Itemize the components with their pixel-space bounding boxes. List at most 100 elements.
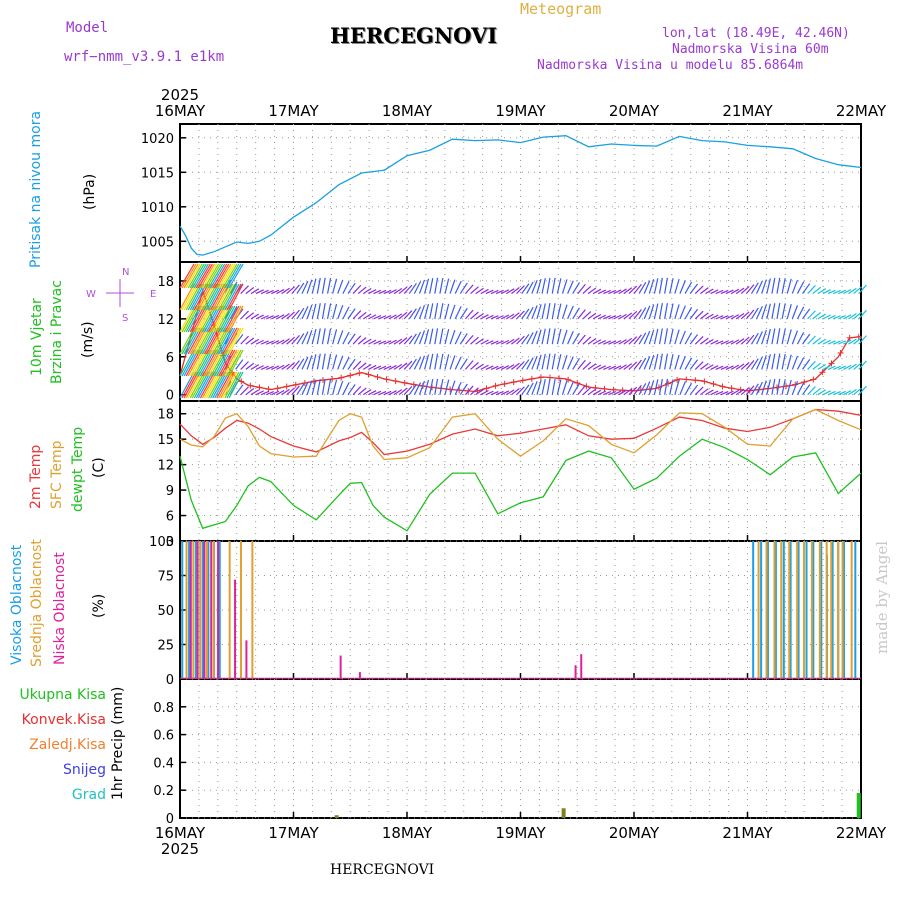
wind-barb xyxy=(812,312,822,320)
wind-barb xyxy=(229,281,238,294)
wind-barb xyxy=(628,336,638,345)
wind-barb-strong xyxy=(203,263,220,289)
wind-barb xyxy=(546,303,551,319)
wind-barb xyxy=(449,329,456,345)
wind-barb xyxy=(495,315,504,320)
wind-barb xyxy=(572,357,580,370)
wind-barb xyxy=(281,287,290,295)
wind-barb xyxy=(465,360,474,370)
wind-barb-strong xyxy=(220,263,236,289)
wind-barb xyxy=(853,387,862,396)
wind-barb xyxy=(577,385,586,396)
wind-barb-strong xyxy=(179,283,195,311)
wind-barb xyxy=(444,379,450,395)
wind-barb xyxy=(357,387,367,396)
wind-barb xyxy=(352,310,362,320)
ytick-label: 15 xyxy=(157,433,174,448)
wind-barb-strong xyxy=(214,263,230,289)
ytick-label: 0.6 xyxy=(153,729,174,744)
wind-barb xyxy=(648,380,655,395)
wind-barb xyxy=(266,289,274,295)
wind-barb xyxy=(511,337,520,345)
wind-barb-strong xyxy=(228,305,244,333)
wind-barb xyxy=(495,289,504,295)
wind-barb xyxy=(301,331,309,345)
ytick-label: 18 xyxy=(157,408,174,423)
wind-barb xyxy=(480,339,489,345)
wind-barb xyxy=(255,390,264,396)
wind-barb xyxy=(587,363,597,370)
wind-barb-strong xyxy=(228,283,244,311)
wind-barb xyxy=(408,333,417,345)
wind-barb xyxy=(316,378,321,395)
wind-barb-strong xyxy=(197,349,213,377)
wind-barb xyxy=(633,334,642,345)
wind-barb xyxy=(321,277,326,294)
wind-barb xyxy=(511,388,520,396)
wind-barb-strong xyxy=(181,305,197,333)
wind-barb xyxy=(822,339,831,345)
wind-barb-strong xyxy=(212,305,228,333)
wind-barb xyxy=(347,308,356,320)
wind-barb xyxy=(291,385,300,396)
wind-barb-strong xyxy=(216,263,232,289)
series-line-2-1 xyxy=(179,408,862,461)
footer-station: HERCEGNOVI xyxy=(330,862,435,878)
wind-barb xyxy=(786,278,792,294)
wind-barb xyxy=(454,306,462,320)
wind-barb xyxy=(781,303,786,319)
wind-barb xyxy=(725,340,734,345)
wind-barb xyxy=(276,389,285,396)
wind-barb xyxy=(403,385,413,396)
wind-barb xyxy=(240,386,249,396)
wind-barb-strong xyxy=(222,305,238,333)
wind-barb xyxy=(240,335,249,345)
wind-barb-strong xyxy=(228,263,244,289)
wind-barb xyxy=(465,309,474,320)
wind-barb xyxy=(383,314,392,320)
wind-barb xyxy=(516,386,525,396)
wind-barb xyxy=(342,331,350,345)
wind-barb-strong xyxy=(191,371,207,399)
wind-barb xyxy=(413,281,422,294)
wind-barb xyxy=(658,378,663,395)
wind-barb xyxy=(301,356,309,370)
wind-barb xyxy=(311,303,317,320)
wind-barb xyxy=(541,303,546,319)
wind-barb xyxy=(541,328,546,345)
wind-barb-strong xyxy=(197,305,213,333)
ytick-label: 75 xyxy=(157,570,174,585)
wind-barb-strong xyxy=(218,283,234,311)
wind-barb-strong xyxy=(222,327,238,355)
wind-barb xyxy=(286,362,296,370)
wind-barb xyxy=(470,362,479,370)
wind-barb-strong xyxy=(212,263,228,289)
wind-barb xyxy=(786,379,792,395)
wind-barb xyxy=(454,381,462,395)
wind-barb xyxy=(781,353,786,370)
wind-barb xyxy=(838,340,847,345)
wind-barb xyxy=(812,362,822,370)
wind-barb xyxy=(373,314,382,320)
wind-barb-strong xyxy=(220,327,236,355)
wind-barb-strong xyxy=(189,371,205,399)
wind-barb xyxy=(853,362,862,370)
wind-barb xyxy=(812,387,822,396)
wind-barb xyxy=(561,355,568,370)
wind-barb xyxy=(633,384,642,396)
wind-barb xyxy=(485,340,494,345)
wind-barb xyxy=(776,353,781,370)
precip-bar xyxy=(856,792,861,818)
wind-barb xyxy=(393,363,403,370)
wind-barb xyxy=(480,314,489,320)
wind-barb xyxy=(321,302,326,319)
wind-barb xyxy=(439,277,444,294)
wind-barb xyxy=(337,355,344,370)
wind-barb xyxy=(761,329,767,345)
wind-barb xyxy=(822,314,831,320)
wind-barb xyxy=(781,328,786,345)
wind-barb xyxy=(715,315,724,320)
wind-barb xyxy=(500,339,510,345)
wind-barb xyxy=(439,328,444,345)
wind-barb xyxy=(260,365,269,370)
